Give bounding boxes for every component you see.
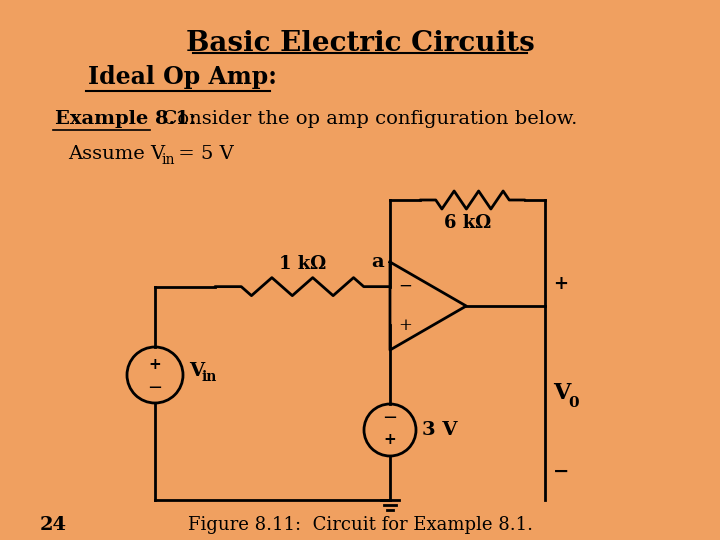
Text: +: +: [384, 433, 397, 447]
Text: Ideal Op Amp:: Ideal Op Amp:: [88, 65, 277, 89]
Text: +: +: [148, 357, 161, 372]
Text: Assume V: Assume V: [68, 145, 165, 163]
Text: 3 V: 3 V: [422, 421, 457, 439]
Text: +: +: [398, 317, 412, 334]
Text: 1 kΩ: 1 kΩ: [279, 255, 326, 273]
Text: −: −: [553, 463, 570, 481]
Text: −: −: [148, 379, 163, 396]
Text: in: in: [161, 153, 174, 167]
Text: Example 8.1:: Example 8.1:: [55, 110, 197, 128]
Text: Consider the op amp configuration below.: Consider the op amp configuration below.: [150, 110, 577, 128]
Text: +: +: [553, 275, 568, 293]
Text: −: −: [398, 278, 412, 295]
Text: V: V: [553, 382, 570, 404]
Text: 24: 24: [40, 516, 67, 534]
Text: V: V: [189, 362, 204, 380]
Text: = 5 V: = 5 V: [172, 145, 234, 163]
Text: a: a: [372, 253, 384, 271]
Text: Figure 8.11:  Circuit for Example 8.1.: Figure 8.11: Circuit for Example 8.1.: [187, 516, 533, 534]
Text: Basic Electric Circuits: Basic Electric Circuits: [186, 30, 534, 57]
Text: −: −: [382, 409, 397, 427]
Text: 6 kΩ: 6 kΩ: [444, 214, 491, 232]
Text: 0: 0: [568, 396, 579, 410]
Text: in: in: [202, 370, 217, 384]
